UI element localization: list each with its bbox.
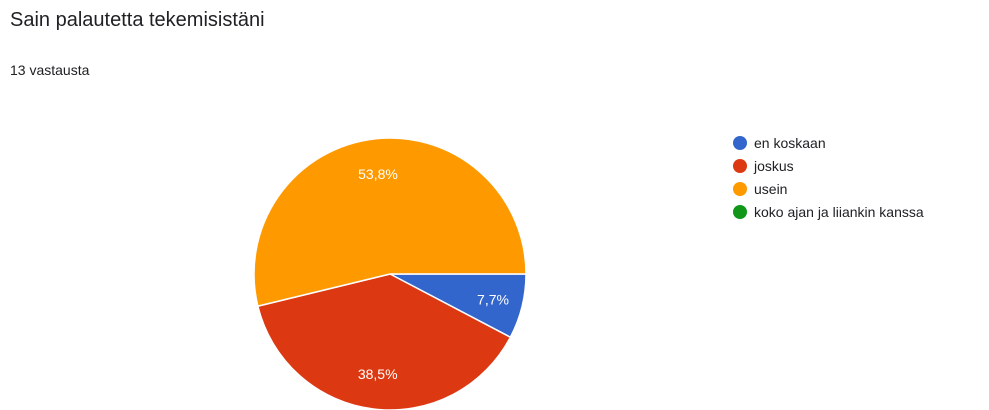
legend-item-usein[interactable]: usein: [733, 177, 924, 200]
pie-slice-usein[interactable]: [253, 137, 527, 308]
slice-label-joskus: 38,5%: [358, 366, 398, 382]
pie-slice-joskus[interactable]: [256, 273, 512, 410]
legend-swatch: [733, 158, 747, 173]
legend-swatch: [733, 135, 747, 150]
slice-label-usein: 53,8%: [358, 166, 398, 182]
legend-label: joskus: [754, 157, 794, 174]
legend-item-joskus[interactable]: joskus: [733, 154, 924, 177]
legend-item-koko-ajan-ja-liiankin-kanssa[interactable]: koko ajan ja liiankin kanssa: [733, 200, 924, 223]
legend-label: en koskaan: [754, 134, 826, 151]
legend-swatch: [733, 181, 747, 196]
chart-legend: en koskaan joskus usein koko ajan ja liiank…: [733, 131, 924, 223]
legend-item-en-koskaan[interactable]: en koskaan: [733, 131, 924, 154]
slice-label-en-koskaan: 7,7%: [477, 291, 509, 307]
legend-swatch: [733, 204, 747, 219]
response-count: 13 vastausta: [10, 62, 90, 78]
chart-title: Sain palautetta tekemisistäni: [10, 9, 265, 31]
legend-label: usein: [754, 180, 788, 197]
legend-label: koko ajan ja liiankin kanssa: [754, 203, 924, 220]
